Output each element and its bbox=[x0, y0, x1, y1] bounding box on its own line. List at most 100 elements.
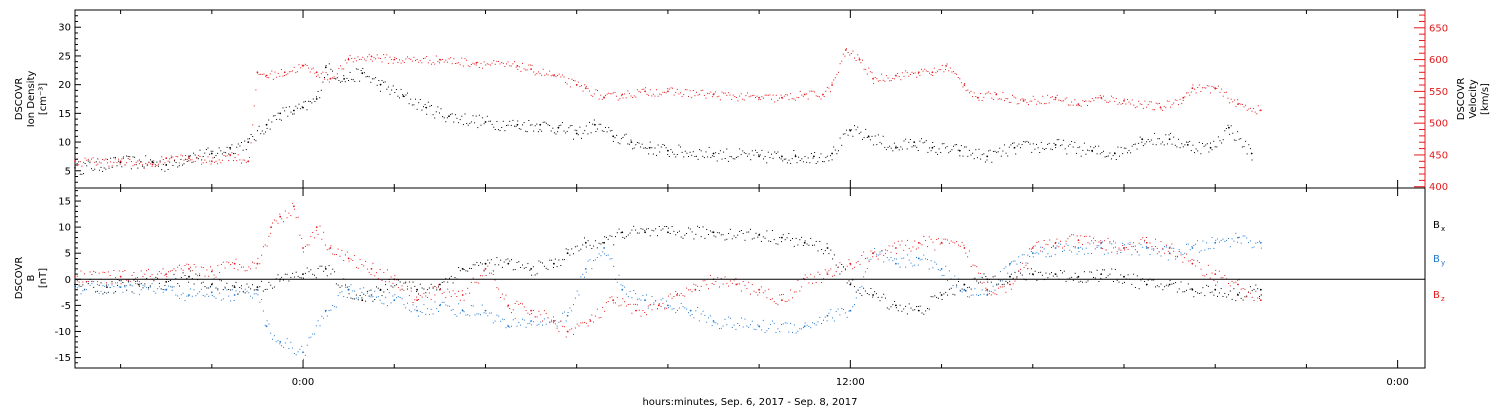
data-point bbox=[542, 121, 544, 123]
data-point bbox=[1029, 143, 1031, 145]
data-point bbox=[1253, 300, 1255, 301]
data-point bbox=[304, 100, 306, 102]
data-point bbox=[587, 260, 589, 262]
data-point bbox=[445, 304, 447, 306]
data-point bbox=[1007, 98, 1009, 100]
data-point bbox=[1072, 246, 1074, 248]
data-point bbox=[151, 160, 153, 162]
data-point bbox=[638, 142, 640, 144]
data-point bbox=[1109, 100, 1111, 102]
data-point bbox=[948, 152, 950, 154]
data-point bbox=[106, 162, 108, 164]
data-point bbox=[975, 96, 977, 97]
data-point bbox=[553, 262, 555, 265]
data-point bbox=[1025, 279, 1027, 281]
data-point bbox=[697, 158, 699, 160]
data-point bbox=[708, 288, 709, 290]
data-point bbox=[905, 266, 907, 268]
data-point bbox=[1229, 102, 1231, 104]
data-point bbox=[96, 281, 98, 283]
data-point bbox=[257, 130, 258, 132]
data-point bbox=[250, 134, 252, 135]
data-point bbox=[390, 276, 392, 278]
data-point bbox=[912, 309, 914, 311]
data-point bbox=[496, 314, 498, 316]
data-point bbox=[1056, 275, 1058, 277]
data-point bbox=[801, 236, 803, 238]
data-point bbox=[999, 271, 1001, 273]
data-point bbox=[590, 132, 592, 134]
data-point bbox=[309, 71, 311, 73]
data-point bbox=[594, 123, 596, 126]
data-point bbox=[437, 106, 439, 108]
data-point bbox=[571, 328, 573, 330]
data-point bbox=[204, 295, 206, 297]
data-point bbox=[970, 288, 972, 290]
data-point bbox=[357, 297, 359, 299]
data-point bbox=[769, 94, 771, 96]
data-point bbox=[255, 89, 257, 91]
data-point bbox=[244, 288, 246, 290]
data-point bbox=[470, 305, 472, 307]
data-point bbox=[134, 156, 136, 158]
data-point bbox=[391, 89, 393, 91]
data-point bbox=[914, 309, 916, 311]
data-point bbox=[366, 290, 368, 292]
data-point bbox=[151, 163, 154, 166]
data-point bbox=[1122, 103, 1124, 104]
data-point bbox=[531, 64, 533, 66]
data-point bbox=[706, 284, 708, 286]
data-point bbox=[771, 98, 772, 100]
data-point bbox=[1009, 264, 1011, 266]
data-point bbox=[418, 315, 419, 317]
data-point bbox=[1190, 150, 1192, 152]
data-point bbox=[711, 325, 713, 327]
data-point bbox=[244, 159, 246, 161]
data-point bbox=[1133, 242, 1135, 244]
data-point bbox=[446, 117, 448, 119]
data-point bbox=[215, 287, 217, 289]
data-point bbox=[137, 276, 138, 278]
data-point bbox=[593, 93, 595, 95]
data-point bbox=[140, 283, 142, 285]
data-point bbox=[175, 270, 177, 272]
data-point bbox=[935, 151, 937, 153]
data-point bbox=[954, 72, 956, 74]
data-point bbox=[233, 268, 235, 269]
data-point bbox=[746, 288, 748, 290]
data-point bbox=[786, 322, 788, 324]
data-point bbox=[801, 94, 803, 96]
data-point bbox=[233, 294, 236, 296]
data-point bbox=[376, 84, 378, 86]
data-point bbox=[799, 91, 801, 92]
data-point bbox=[788, 159, 790, 161]
data-point bbox=[1248, 108, 1250, 110]
data-point bbox=[487, 259, 489, 261]
data-point bbox=[233, 153, 234, 155]
data-point bbox=[276, 119, 278, 120]
data-point bbox=[462, 124, 464, 125]
data-point bbox=[362, 68, 364, 69]
data-point bbox=[649, 89, 651, 91]
data-point bbox=[1225, 91, 1227, 93]
data-point bbox=[142, 287, 144, 289]
data-point bbox=[792, 332, 793, 333]
data-point bbox=[972, 152, 974, 154]
data-point bbox=[283, 221, 284, 223]
data-point bbox=[1255, 242, 1257, 244]
data-point bbox=[689, 289, 691, 291]
data-point bbox=[617, 99, 619, 101]
data-point bbox=[855, 129, 857, 131]
data-point bbox=[563, 326, 565, 328]
data-point bbox=[482, 67, 484, 69]
data-point bbox=[323, 231, 325, 233]
data-point bbox=[1087, 105, 1088, 106]
data-point bbox=[659, 151, 661, 153]
data-point bbox=[279, 341, 282, 343]
data-point bbox=[370, 289, 372, 291]
data-point bbox=[972, 294, 974, 296]
data-point bbox=[210, 291, 213, 294]
data-point bbox=[764, 156, 766, 157]
data-point bbox=[624, 93, 626, 95]
data-point bbox=[1122, 245, 1124, 246]
